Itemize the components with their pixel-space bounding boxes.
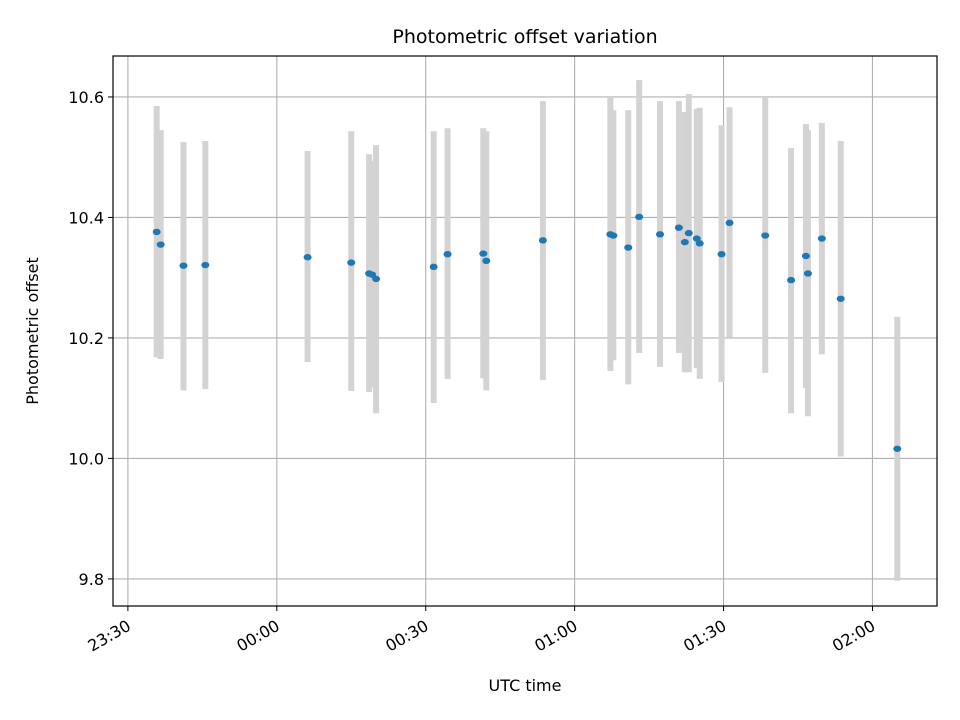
- data-point: [674, 224, 683, 231]
- y-tick-label: 9.8: [79, 570, 104, 589]
- data-point: [347, 259, 356, 266]
- data-point: [152, 228, 161, 236]
- data-point: [429, 263, 438, 271]
- data-point: [787, 276, 796, 284]
- data-point: [692, 235, 701, 242]
- data-point: [609, 232, 618, 239]
- data-point: [817, 235, 826, 242]
- data-point: [893, 445, 902, 452]
- data-point: [717, 250, 726, 258]
- data-point: [725, 219, 734, 227]
- data-point: [372, 275, 381, 283]
- data-point: [801, 252, 810, 260]
- x-axis-label: UTC time: [489, 676, 562, 695]
- y-tick-label: 10.4: [68, 208, 104, 227]
- data-point: [179, 262, 188, 269]
- y-tick-label: 10.6: [68, 88, 104, 107]
- data-point: [479, 250, 488, 257]
- y-axis-label: Photometric offset: [23, 257, 42, 405]
- data-point: [656, 231, 665, 238]
- y-tick-label: 10.0: [68, 449, 104, 468]
- data-point: [635, 213, 644, 221]
- y-axis: 9.8 10.0 10.2 10.4 10.6: [68, 88, 113, 589]
- data-point: [624, 244, 633, 251]
- data-point: [156, 241, 165, 248]
- data-points: [152, 213, 902, 452]
- data-point: [836, 295, 845, 302]
- y-tick-label: 10.2: [68, 329, 104, 348]
- data-point: [684, 229, 693, 237]
- chart-title: Photometric offset variation: [392, 26, 657, 48]
- data-point: [303, 254, 312, 261]
- data-point: [443, 250, 452, 258]
- data-point: [201, 261, 210, 269]
- data-point: [538, 237, 547, 244]
- data-point: [695, 240, 704, 247]
- data-point: [680, 238, 689, 246]
- data-point: [803, 270, 812, 277]
- plot-frame: [112, 55, 938, 607]
- data-point: [761, 232, 770, 239]
- data-point: [482, 257, 491, 265]
